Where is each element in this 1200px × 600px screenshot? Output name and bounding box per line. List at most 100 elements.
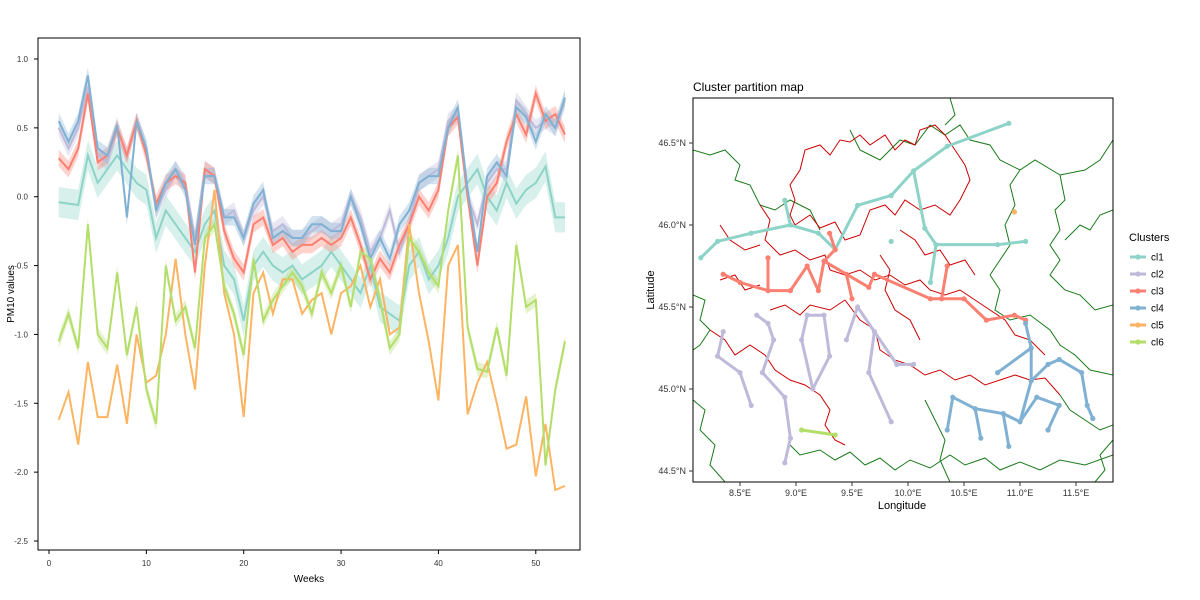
point-cl4: [1045, 427, 1051, 433]
edge-cl2: [811, 354, 832, 391]
point-cl3: [737, 279, 743, 285]
edge-cl4: [973, 407, 983, 440]
map-frame: [692, 97, 1114, 483]
edge-cl3: [822, 248, 837, 263]
point-cl1: [995, 242, 1001, 248]
point-cl2: [759, 370, 766, 376]
point-cl4: [995, 370, 1001, 376]
point-cl3: [827, 230, 833, 236]
series-lines: [57, 75, 566, 492]
legend-label-cl1: cl1: [1151, 253, 1164, 264]
edge-cl1: [928, 243, 938, 284]
edge-cl4: [1018, 379, 1033, 424]
legend-label-cl5: cl5: [1151, 321, 1164, 332]
edge-cl2: [716, 330, 725, 358]
map-y-tick-label: 46.5°N: [658, 138, 686, 148]
edge-cl1: [716, 231, 753, 243]
point-cl2: [821, 312, 827, 318]
point-cl1: [933, 242, 939, 248]
edge-cl1: [749, 223, 792, 235]
cluster-map: Cluster partition map: [645, 80, 1170, 512]
point-cl2: [715, 353, 721, 359]
point-cl3: [939, 296, 945, 302]
legend-label-cl4: cl4: [1151, 304, 1164, 315]
legend-dot-cl3: [1135, 288, 1141, 294]
point-cl3: [927, 296, 934, 302]
map-x-tick-label: 11.5°E: [1063, 488, 1089, 498]
point-cl5: [1011, 209, 1018, 215]
cluster-legend: Clusters cl1 cl2 cl3 cl4 cl5 cl6: [1129, 232, 1170, 349]
x-tick-label: 10: [142, 559, 151, 568]
point-cl4: [1084, 402, 1090, 408]
point-cl2: [866, 370, 872, 376]
point-cl1: [944, 143, 950, 149]
edge-cl4: [1018, 395, 1039, 424]
point-cl2: [748, 402, 754, 408]
edge-cl3: [940, 264, 949, 301]
point-cl3: [843, 271, 850, 277]
map-x-tick-label: 10.5°E: [950, 488, 977, 498]
point-cl4: [972, 406, 978, 412]
band-cl1: [58, 140, 565, 336]
edge-cl3: [805, 264, 820, 293]
edge-cl3: [844, 272, 854, 301]
edge-cl1: [912, 144, 949, 173]
point-cl1: [911, 168, 917, 174]
point-cl4: [944, 427, 950, 433]
y-tick-label: -0.5: [14, 262, 28, 271]
series-line-cl4: [57, 75, 566, 262]
edge-cl4: [1046, 403, 1061, 432]
map-x-axis-label: Longitude: [878, 500, 926, 512]
legend-title: Clusters: [1129, 232, 1170, 244]
y-tick-label: -1.5: [14, 399, 28, 408]
point-cl4: [1090, 415, 1096, 422]
band-cl4: [58, 67, 565, 267]
edge-cl2: [800, 338, 815, 391]
point-cl3: [804, 263, 810, 269]
legend-dot-cl5: [1135, 322, 1141, 328]
edge-cl2: [822, 313, 832, 358]
edge-cl1: [912, 169, 927, 230]
point-cl1: [888, 192, 894, 199]
edge-cl3: [962, 297, 988, 322]
point-cl2: [810, 386, 816, 392]
map-x-tick-label: 9.5°E: [841, 488, 863, 498]
edge-cl3: [816, 259, 826, 293]
edge-cl1: [699, 239, 720, 260]
point-cl3: [961, 296, 967, 302]
point-cl4: [950, 394, 956, 400]
edge-cl4: [1001, 412, 1022, 424]
edge-cl4: [1080, 371, 1089, 407]
edge-cl3: [872, 272, 932, 301]
x-tick-label: 30: [337, 559, 346, 568]
x-tick-label: 50: [531, 559, 540, 568]
point-cl2: [799, 337, 805, 343]
map-title: Cluster partition map: [693, 80, 804, 94]
map-area: [693, 98, 1113, 482]
edge-cl4: [1024, 321, 1033, 350]
edge-cl2: [766, 321, 776, 342]
legend-items: cl1 cl2 cl3 cl4 cl5 cl6: [1130, 253, 1164, 349]
point-cl1: [815, 230, 822, 236]
point-cl4: [1045, 361, 1051, 367]
point-cl2: [871, 329, 878, 335]
legend-dot-cl1: [1135, 254, 1141, 260]
point-cl4: [1079, 370, 1085, 376]
inner-boundaries: [709, 124, 1061, 446]
point-cl2: [737, 370, 743, 376]
edge-cl4: [951, 395, 977, 411]
map-y-tick-label: 45.5°N: [658, 302, 686, 312]
point-cl3: [849, 296, 855, 302]
y-tick-label: 0.0: [17, 193, 29, 202]
edge-cl2: [872, 330, 899, 366]
edge-cl2: [783, 436, 792, 465]
y-axis-label: PM10 values: [6, 265, 17, 323]
point-cl4: [1006, 443, 1012, 449]
point-cl2: [827, 353, 833, 359]
point-cl1: [787, 222, 794, 228]
point-cl3: [944, 263, 950, 269]
point-cl3: [866, 284, 872, 290]
point-cl3: [832, 247, 838, 253]
point-cl3: [871, 271, 878, 277]
point-cl3: [765, 255, 771, 261]
